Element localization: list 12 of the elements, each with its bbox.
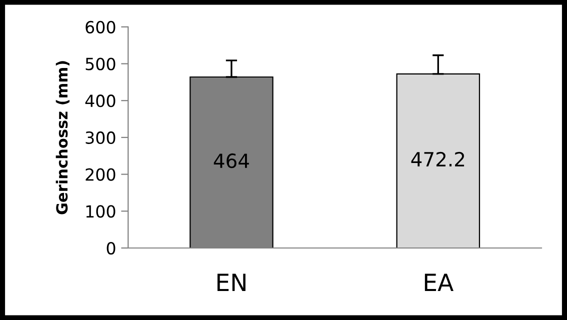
y-tick-label: 0 xyxy=(106,242,116,255)
data-label: 464 xyxy=(214,153,249,168)
y-tick-label: 200 xyxy=(86,168,116,181)
data-label: 472.2 xyxy=(411,152,464,166)
x-tick-label: EA xyxy=(424,274,454,291)
y-tick-label: 500 xyxy=(86,58,116,70)
y-tick-label: 600 xyxy=(86,20,116,34)
y-tick-label: 400 xyxy=(85,94,116,108)
y-axis-title: Gerinchossz (mm) xyxy=(56,61,70,214)
y-tick-label: 300 xyxy=(86,131,116,144)
x-tick-label: EN xyxy=(218,274,246,291)
y-tick-label: 100 xyxy=(86,205,116,218)
